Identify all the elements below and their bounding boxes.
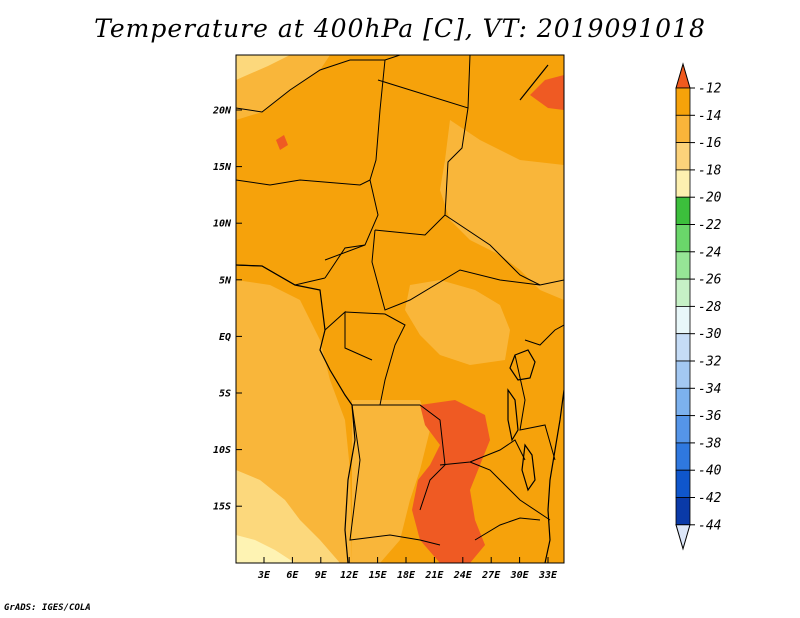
border-line xyxy=(349,404,441,546)
colorbar-label: -18 xyxy=(698,163,722,178)
coastline-west-africa xyxy=(236,264,356,563)
colorbar-label: -44 xyxy=(698,518,721,533)
colorbar-swatch xyxy=(675,305,691,335)
border-line xyxy=(236,179,379,261)
colorbar-swatch xyxy=(675,251,691,280)
colorbar-label: -12 xyxy=(698,82,722,97)
border-line xyxy=(514,354,556,461)
border-line xyxy=(374,107,469,236)
field-warm-ne xyxy=(530,75,564,110)
border-line xyxy=(469,461,551,521)
colorbar-swatch xyxy=(675,360,691,389)
lat-label: 5N xyxy=(219,275,232,286)
colorbar-label: -42 xyxy=(698,491,722,506)
field-region-nw xyxy=(236,55,330,120)
longitude-axis: 3E 6E 9E 12E 15E 18E 21E 24E 27E 30E 33E xyxy=(257,557,558,581)
map-frame xyxy=(235,54,565,564)
colorbar-label: -22 xyxy=(698,218,722,233)
colorbar-label: -16 xyxy=(698,136,722,151)
lat-label: EQ xyxy=(219,332,231,343)
field-warm-spot xyxy=(276,135,288,150)
colorbar-label: -34 xyxy=(698,382,721,397)
lat-label: 10S xyxy=(213,445,231,456)
lon-label: 21E xyxy=(424,570,444,581)
field-region-sw3 xyxy=(236,535,295,563)
lat-label: 15S xyxy=(213,502,231,513)
field-region-central xyxy=(405,280,510,365)
field-region-east xyxy=(440,120,564,300)
border-line xyxy=(474,517,541,541)
lat-label: 20N xyxy=(212,106,232,117)
grads-credit: GrADS: IGES/COLA xyxy=(4,603,91,613)
border-line xyxy=(352,404,446,511)
colorbar-label: -38 xyxy=(698,436,722,451)
colorbar-label: -40 xyxy=(698,464,722,479)
lake-victoria xyxy=(509,349,536,381)
border-line xyxy=(371,229,564,311)
colorbar-swatch xyxy=(675,387,691,416)
colorbar-label: -14 xyxy=(698,109,721,124)
colorbar-swatch xyxy=(675,169,691,198)
temperature-field xyxy=(236,55,564,563)
map-title: Temperature at 400hPa [C], VT: 201909101… xyxy=(94,14,706,43)
lon-label: 6E xyxy=(286,570,299,581)
field-warm-south xyxy=(412,400,490,563)
border-line xyxy=(369,59,386,181)
colorbar-swatch xyxy=(675,224,691,253)
colorbar-swatch xyxy=(675,442,691,471)
colorbar-label: -24 xyxy=(698,245,721,260)
field-region-top xyxy=(236,55,290,80)
lon-label: 24E xyxy=(453,570,473,581)
lake-tanganyika xyxy=(507,388,519,442)
colorbar: -12 -14 -16 -18 -20 -22 -24 -26 -28 -30 -32 -34 -36 -… xyxy=(675,62,722,551)
colorbar-swatch xyxy=(675,278,691,307)
field-region-south xyxy=(352,400,430,563)
lon-label: 15E xyxy=(369,570,388,581)
lon-label: 12E xyxy=(340,570,359,581)
border-line xyxy=(439,439,526,466)
field-region-sw2 xyxy=(236,470,340,563)
colorbar-swatch xyxy=(675,196,691,225)
colorbar-label: -28 xyxy=(698,300,722,315)
colorbar-swatch xyxy=(675,333,691,362)
lon-label: 9E xyxy=(315,570,328,581)
colorbar-swatch xyxy=(675,497,691,526)
coastline-east-africa xyxy=(544,389,564,563)
colorbar-label: -30 xyxy=(698,327,722,342)
colorbar-swatch xyxy=(675,142,691,171)
lat-label: 15N xyxy=(213,162,232,173)
latitude-axis: 20N 15N 10N 5N EQ 5S 10S 15S xyxy=(212,106,242,513)
border-line xyxy=(324,310,373,361)
lon-label: 27E xyxy=(481,570,501,581)
colorbar-swatch xyxy=(675,415,691,444)
border-line xyxy=(524,324,564,346)
lat-label: 5S xyxy=(219,389,231,400)
border-line xyxy=(444,214,541,286)
colorbar-label: -36 xyxy=(698,409,722,424)
coastline xyxy=(236,64,564,563)
colorbar-top-arrow xyxy=(675,62,691,89)
lon-label: 3E xyxy=(257,570,271,581)
colorbar-swatch xyxy=(675,469,691,498)
lat-label: 10N xyxy=(213,219,232,230)
lon-label: 33E xyxy=(538,570,558,581)
border-line xyxy=(324,244,366,279)
lake-malawi xyxy=(521,443,536,492)
lon-label: 30E xyxy=(510,570,530,581)
colorbar-swatch xyxy=(675,114,691,144)
country-borders xyxy=(236,55,564,546)
colorbar-bottom-arrow xyxy=(675,524,691,551)
colorbar-label: -20 xyxy=(698,191,722,206)
colorbar-swatch xyxy=(675,87,691,116)
lon-label: 18E xyxy=(397,570,416,581)
colorbar-label: -26 xyxy=(698,273,722,288)
coastline-red-sea xyxy=(519,64,549,101)
colorbar-label: -32 xyxy=(698,355,722,370)
